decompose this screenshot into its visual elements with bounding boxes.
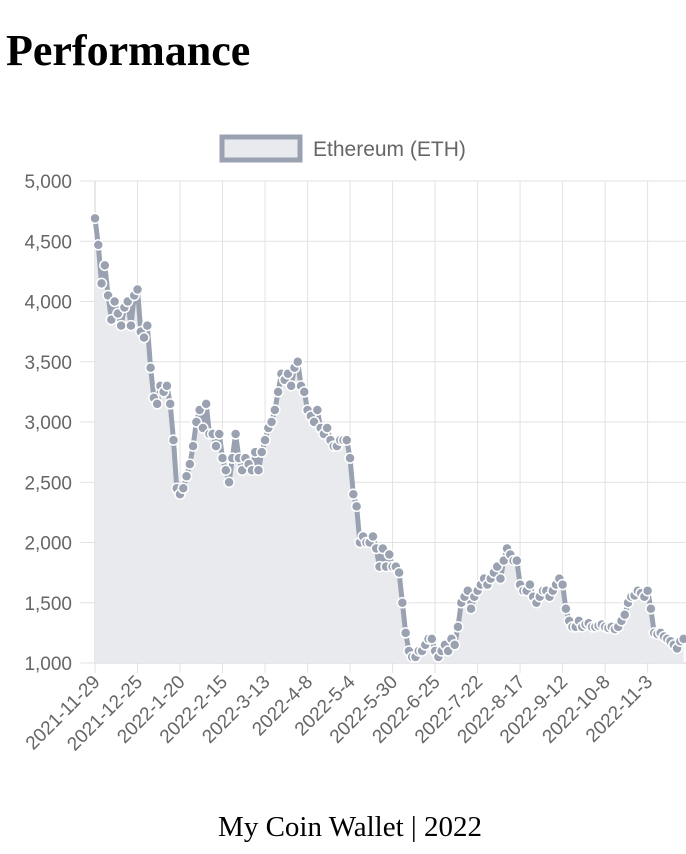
point [187,440,199,452]
point [341,434,353,446]
legend-label: Ethereum (ETH) [313,138,466,161]
point [200,398,212,410]
point [393,566,405,579]
point [350,500,363,513]
point [213,428,226,440]
point [311,404,324,416]
point [216,452,229,464]
point [452,621,464,633]
point [265,416,278,428]
point [524,578,536,591]
point [220,464,232,476]
point [465,603,477,615]
point [677,633,686,645]
point [229,428,242,440]
point [89,212,101,225]
point [321,422,333,434]
point [560,603,572,615]
point [344,452,356,464]
point [131,283,144,296]
point [108,295,121,308]
point [259,434,271,446]
y-tick-label: 1,500 [24,594,72,615]
page-title: Performance [6,26,250,75]
point [95,277,108,290]
point [210,440,222,452]
point [426,633,438,645]
point [367,530,379,543]
y-tick-label: 1,000 [24,654,72,675]
point [161,380,173,392]
point [448,639,461,651]
point [92,239,105,251]
point [184,458,196,470]
point [151,398,163,410]
point [511,554,523,567]
y-tick-label: 4,000 [24,293,72,314]
point [396,597,409,609]
point [144,362,157,374]
y-tick-label: 3,500 [24,353,72,374]
point [298,386,311,398]
point [177,482,190,495]
point [164,398,176,410]
point [223,476,235,488]
point [645,603,657,615]
point [115,319,127,332]
y-tick-label: 5,000 [24,172,72,193]
point [291,356,304,368]
legend-swatch [219,134,303,163]
point [180,470,193,482]
y-tick-label: 2,500 [24,473,72,494]
point [138,331,150,344]
point [252,464,265,476]
point [272,386,284,398]
point [556,578,569,591]
point [618,609,631,621]
point [256,446,268,458]
point [125,319,137,332]
point [347,488,360,501]
point [285,380,297,392]
point [269,404,281,416]
point [141,319,154,332]
point [99,259,111,272]
footer: My Coin Wallet | 2022 [218,811,482,843]
y-tick-label: 2,000 [24,534,72,555]
y-tick-label: 3,000 [24,413,72,434]
area [95,218,684,664]
point [641,584,654,597]
point [494,572,507,585]
point [399,627,412,639]
point [167,434,180,446]
y-tick-label: 4,500 [24,232,72,253]
point [383,548,396,561]
